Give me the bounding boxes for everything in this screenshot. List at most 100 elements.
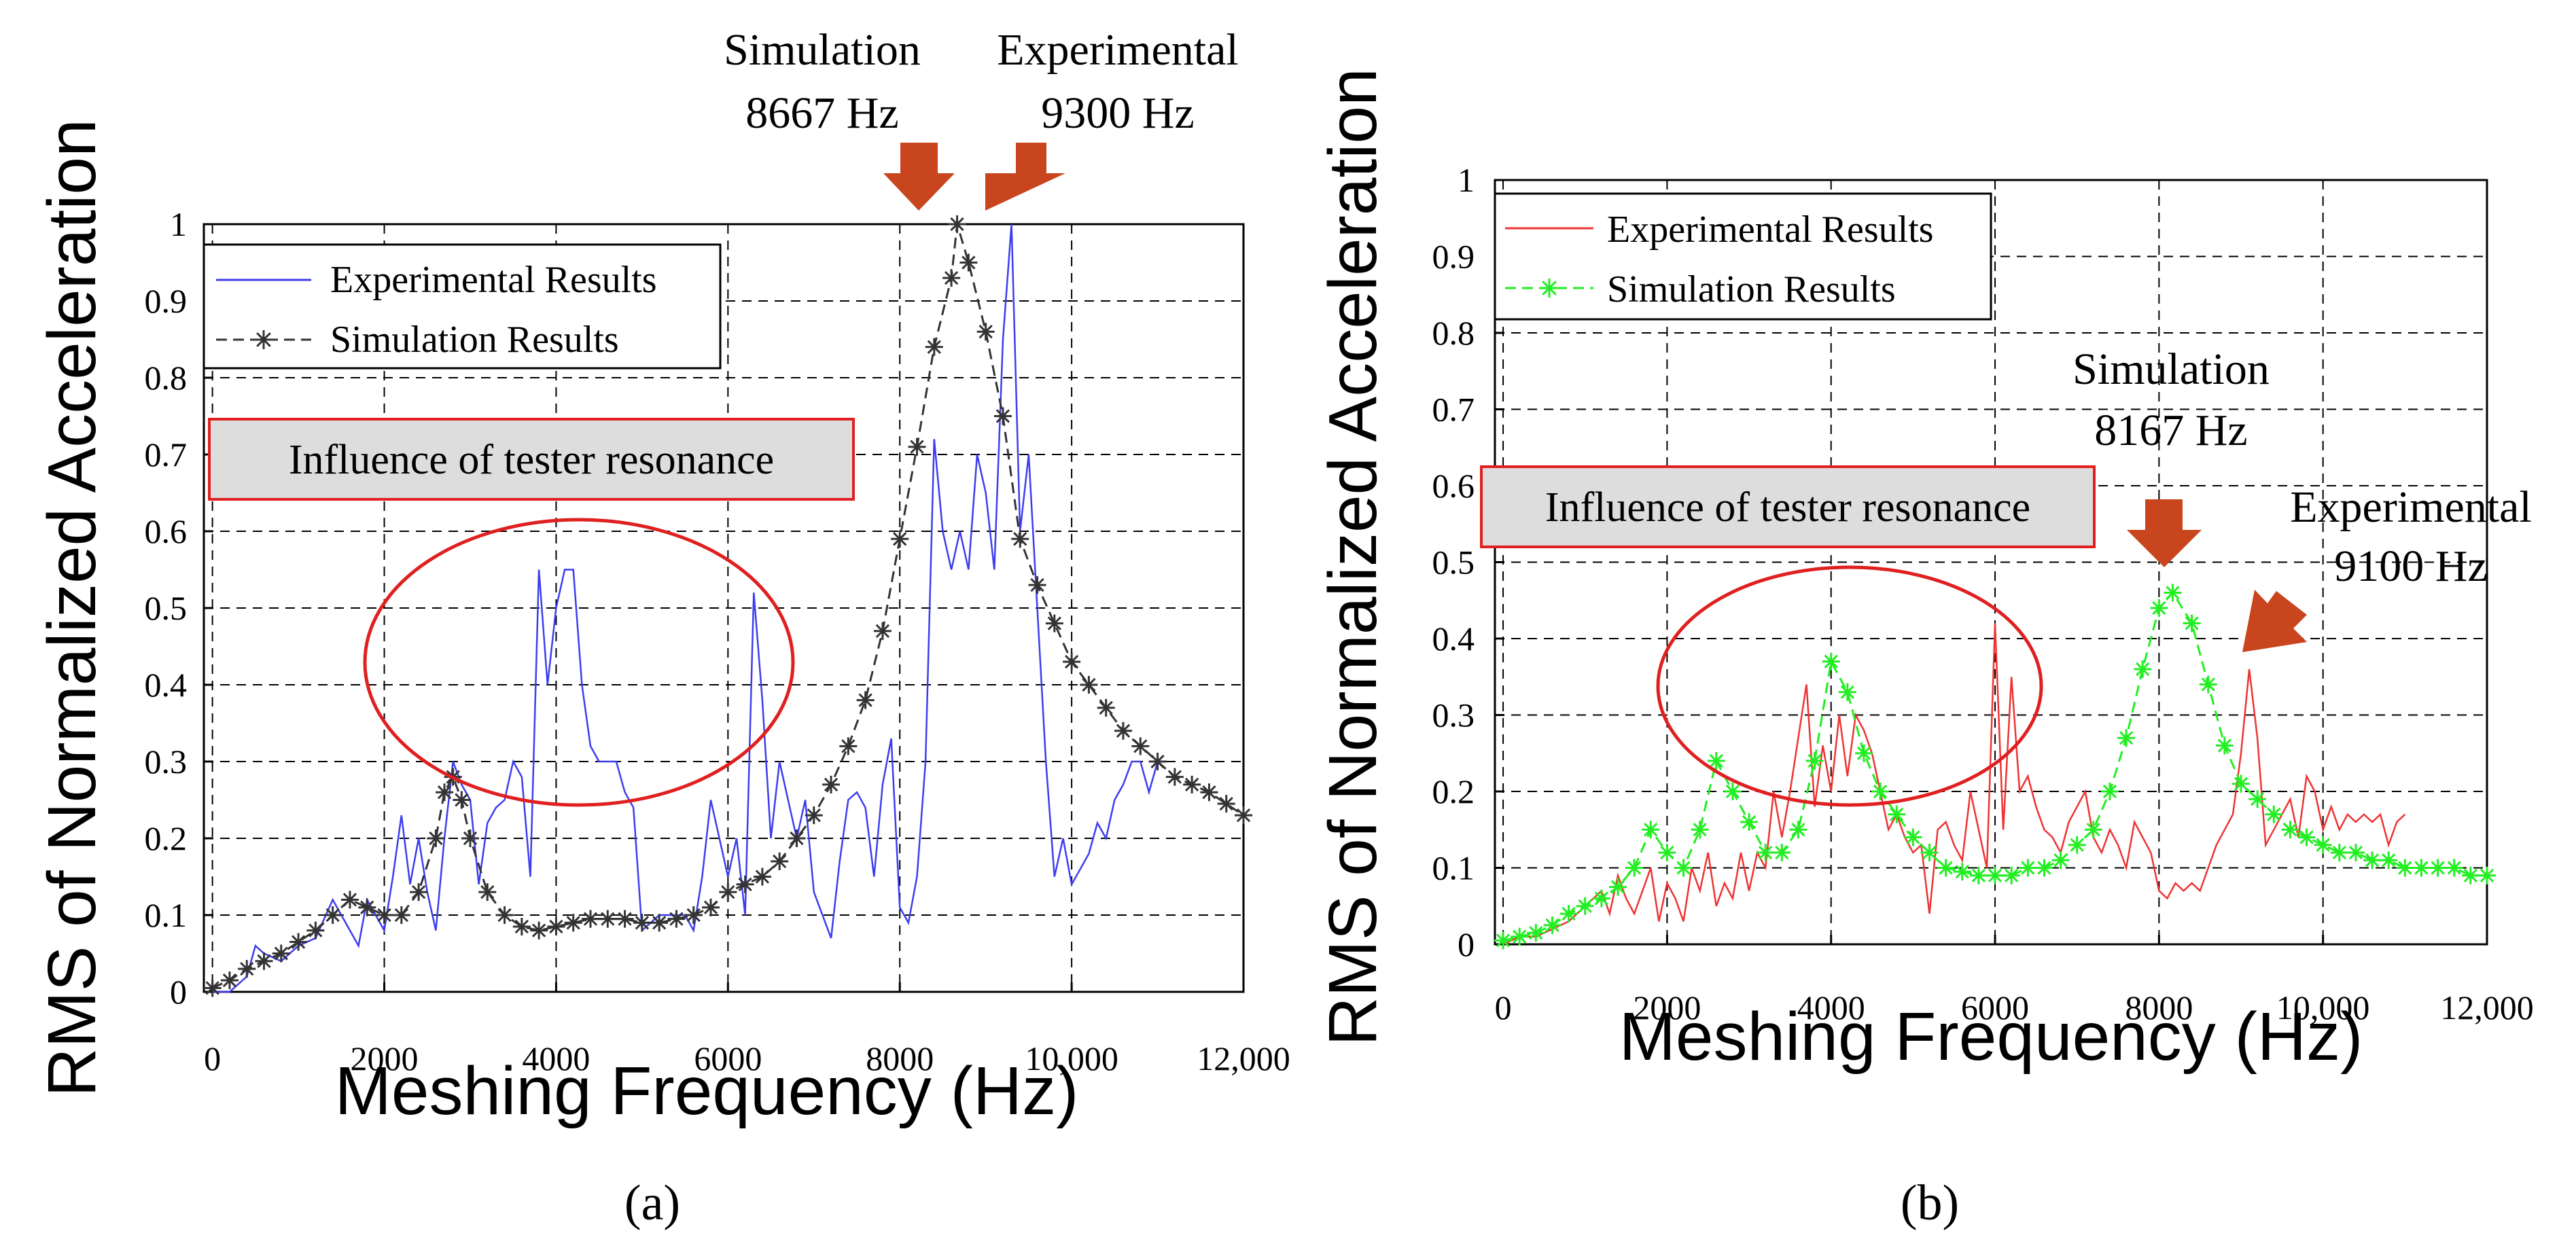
- simulation-point: [340, 891, 359, 909]
- simulation-point: [1691, 821, 1709, 839]
- simulation-point: [1854, 744, 1873, 762]
- x-axis-label-a: Meshing Frequency (Hz): [335, 1053, 1079, 1129]
- simulation-point: [873, 622, 892, 640]
- y-tick-label: 0.8: [1432, 314, 1475, 352]
- simulation-point: [2380, 851, 2398, 870]
- panel-caption-a: (a): [624, 1175, 680, 1231]
- simulation-point: [2314, 836, 2332, 854]
- x-tick-label: 6000: [694, 1039, 762, 1077]
- simulation-point: [1494, 931, 1513, 950]
- simulation-point: [1045, 614, 1063, 632]
- simulation-point: [453, 791, 471, 809]
- y-tick-label: 0: [1458, 925, 1475, 963]
- simulation-point: [1625, 859, 1644, 877]
- x-tick-label: 8000: [866, 1039, 934, 1077]
- simulation-point: [1773, 844, 1791, 861]
- simulation-point: [1871, 783, 1890, 800]
- experimental-line-a: [212, 224, 1159, 993]
- resonance-box-text-a: Influence of tester resonance: [289, 437, 774, 483]
- y-tick-label: 0.7: [1432, 391, 1475, 429]
- simulation-point: [1559, 905, 1578, 923]
- x-tick-label: 0: [1495, 988, 1512, 1026]
- x-tick-label: 10,000: [1025, 1039, 1118, 1077]
- x-tick-label: 10,000: [2276, 988, 2370, 1026]
- simulation-point: [2035, 859, 2053, 877]
- annotation-simulation-title-a: Simulation: [724, 25, 921, 75]
- y-tick-label: 1: [1458, 161, 1475, 199]
- simulation-point: [547, 917, 565, 935]
- simulation-point: [1097, 698, 1115, 717]
- x-tick-label: 12,000: [2440, 988, 2534, 1026]
- resonance-ellipse-a: [363, 518, 795, 807]
- simulation-point: [822, 775, 841, 793]
- annotation-experimental-value-a: 9300 Hz: [1041, 88, 1194, 138]
- simulation-point: [839, 737, 858, 755]
- x-ticks-b: 0 2000 4000 6000 8000 10,000 12,000: [1495, 935, 2534, 1026]
- simulation-point: [1183, 775, 1201, 793]
- x-tick-label: 12,000: [1197, 1039, 1290, 1077]
- simulation-markers-a: [203, 215, 1252, 997]
- simulation-point: [2412, 859, 2431, 877]
- arrow-experimental-b: [2242, 590, 2307, 652]
- y-tick-label: 1: [170, 205, 187, 243]
- simulation-point: [1543, 916, 1562, 934]
- simulation-point: [1822, 652, 1840, 671]
- legend-star-marker: [1540, 279, 1559, 298]
- simulation-point: [1805, 752, 1824, 770]
- simulation-point: [1920, 844, 1939, 861]
- x-axis-label-b: Meshing Frequency (Hz): [1619, 999, 2363, 1075]
- simulation-point: [788, 829, 806, 847]
- simulation-point: [2019, 859, 2037, 877]
- simulation-point: [2363, 851, 2382, 870]
- simulation-point: [530, 921, 548, 940]
- simulation-point: [1114, 721, 1132, 740]
- arrow-experimental-a: [985, 143, 1065, 211]
- arrow-simulation-b: [2127, 499, 2202, 567]
- simulation-point: [1080, 676, 1098, 694]
- simulation-point: [1986, 866, 2005, 885]
- simulation-point: [2164, 584, 2182, 602]
- simulation-point: [599, 910, 617, 928]
- x-tick-label: 4000: [522, 1039, 590, 1077]
- simulation-point: [220, 971, 239, 990]
- simulation-point: [908, 438, 926, 456]
- simulation-point: [2429, 859, 2447, 877]
- simulation-point: [856, 691, 875, 709]
- simulation-point: [2100, 783, 2119, 800]
- simulation-point: [959, 253, 978, 272]
- simulation-point: [1723, 783, 1742, 800]
- legend-simulation-label-a: Simulation Results: [330, 319, 619, 361]
- y-tick-label: 0.5: [1432, 543, 1475, 582]
- legend-simulation-marker-a: [254, 330, 273, 349]
- simulation-point: [306, 921, 325, 940]
- simulation-point: [684, 906, 703, 924]
- resonance-box-a: Influence of tester resonance: [208, 418, 855, 501]
- annotation-experimental-title-a: Experimental: [997, 25, 1239, 75]
- y-axis-label-a: RMS of Normalized Acceleration: [34, 119, 110, 1096]
- simulation-point: [667, 910, 686, 928]
- legend-b: Experimental Results Simulation Results: [1494, 192, 1992, 321]
- simulation-point: [1217, 795, 1235, 813]
- simulation-point: [1674, 859, 1693, 877]
- legend-experimental-label-b: Experimental Results: [1607, 209, 1934, 251]
- simulation-point: [1757, 844, 1775, 861]
- y-tick-label: 0: [170, 973, 187, 1011]
- simulation-point: [1937, 859, 1955, 877]
- y-ticks-b: 0 0.1 0.2 0.3 0.4 0.5 0.6 0.7 0.8 0.9 1: [1432, 161, 1504, 963]
- simulation-point: [323, 906, 342, 924]
- simulation-point: [2002, 866, 2021, 885]
- simulation-point: [1888, 805, 1906, 823]
- simulation-point: [2265, 805, 2283, 823]
- y-tick-label: 0.1: [145, 896, 188, 934]
- resonance-box-text-b: Influence of tester resonance: [1545, 484, 2030, 531]
- legend-star-marker: [254, 330, 273, 349]
- y-tick-label: 0.9: [1432, 238, 1475, 276]
- legend-simulation-label-b: Simulation Results: [1607, 268, 1896, 310]
- simulation-point: [495, 906, 514, 924]
- simulation-point: [805, 806, 823, 825]
- x-tick-label: 8000: [2125, 988, 2193, 1026]
- simulation-point: [1235, 806, 1252, 825]
- simulation-point: [2297, 828, 2316, 846]
- y-ticks-a: 0 0.1 0.2 0.3 0.4 0.5 0.6 0.7 0.8 0.9 1: [145, 205, 213, 1011]
